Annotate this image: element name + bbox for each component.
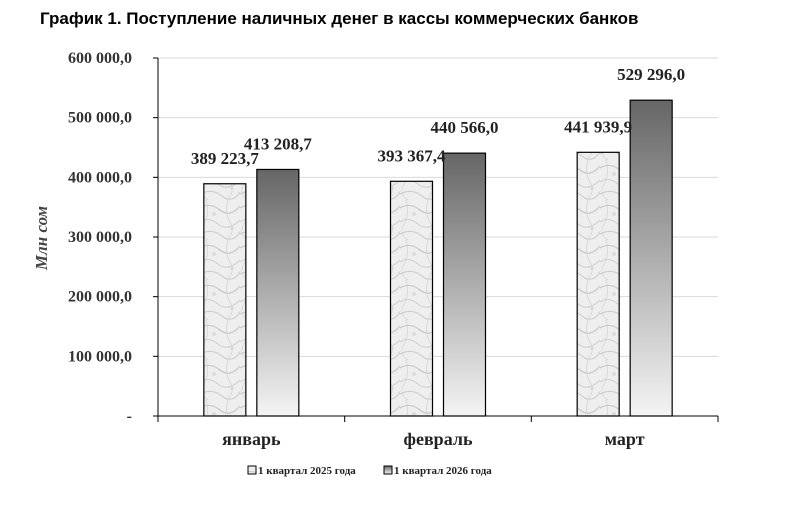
axes: - 100 000,0 200 000,0 300 000,0 400 000,0 500… [68,50,719,449]
data-label: 440 566,0 [431,118,499,137]
data-label: 529 296,0 [617,65,685,84]
y-tick-label: 400 000,0 [68,169,132,186]
x-category-label: февраль [404,429,473,449]
bar-2 [256,168,300,417]
bar-1 [203,183,247,417]
y-tick-label: 200 000,0 [68,289,132,306]
x-category-label: январь [222,429,281,449]
legend-swatch [247,465,257,475]
legend-label: 1 квартал 2025 года [258,465,356,477]
bar-1 [389,180,434,417]
legend-label: 1 квартал 2026 года [394,465,492,477]
chart-title: График 1. Поступление наличных денег в к… [40,9,639,28]
data-label: 393 367,4 [378,146,447,165]
bar-2 [629,99,673,417]
legend: 1 квартал 2025 года 1 квартал 2026 года [247,465,492,477]
data-label: 441 939,9 [564,117,632,136]
y-tick-label: 500 000,0 [68,110,132,127]
x-category-label: март [605,429,645,449]
bars [203,99,673,417]
bar-2 [442,152,487,417]
y-tick-label: 600 000,0 [68,50,132,67]
y-tick-label: 100 000,0 [68,348,132,365]
y-axis-label: Млн сом [32,206,51,272]
legend-swatch [383,465,393,475]
gridlines [158,57,718,357]
y-tick-label: 300 000,0 [68,229,132,246]
y-tick-label: - [127,408,132,425]
bar-1 [576,151,620,417]
data-label: 389 223,7 [191,149,260,168]
data-label: 413 208,7 [244,134,313,153]
